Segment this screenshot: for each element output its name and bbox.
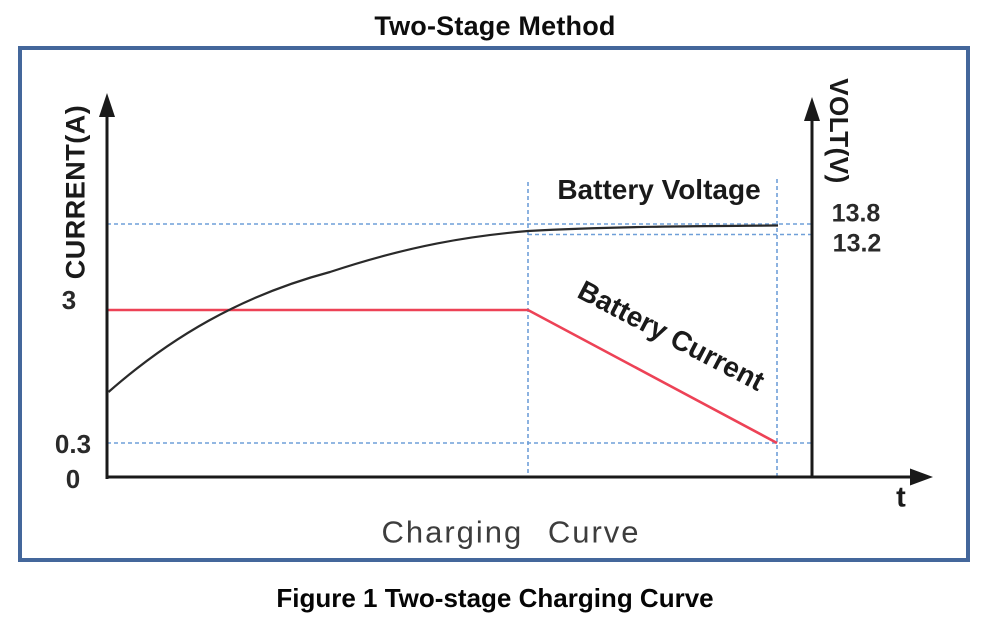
x-axis-arrow	[910, 468, 933, 486]
x-axis-label: t	[896, 481, 906, 514]
current-axis-arrow	[99, 93, 115, 117]
right-axis-label: VOLT(V)	[824, 78, 854, 184]
right-axis-tick-13-8: 13.8	[831, 199, 881, 228]
page-title: Two-Stage Method	[374, 11, 616, 41]
inner-chart-title: Charging Curve	[381, 514, 641, 550]
battery-current-curve	[108, 308, 778, 445]
left-axis-tick-3: 3	[61, 285, 77, 315]
battery-voltage-curve	[107, 224, 779, 393]
battery-voltage-label: Battery Voltage	[557, 174, 761, 205]
right-axis-tick-13-2: 13.2	[832, 229, 882, 258]
origin-tick-0: 0	[65, 464, 81, 494]
volt-axis-arrow	[804, 97, 820, 121]
figure-caption: Figure 1 Two-stage Charging Curve	[276, 583, 714, 613]
left-axis-tick-0-3: 0.3	[54, 429, 92, 459]
left-axis-label: CURRENT(A)	[60, 104, 91, 280]
